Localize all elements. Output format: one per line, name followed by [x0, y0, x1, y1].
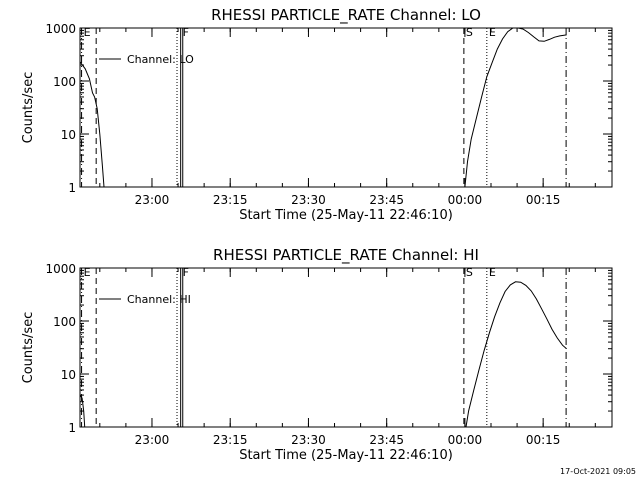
event-marker-label: S	[466, 266, 473, 279]
hi-channel-panel: RHESSI PARTICLE_RATE Channel: HI 1 10 100 10…	[21, 246, 613, 463]
event-marker-label: E	[84, 26, 91, 39]
plot-frame	[79, 267, 613, 428]
chart-title: RHESSI PARTICLE_RATE Channel: LO	[211, 6, 481, 25]
x-axis-label: Start Time (25-May-11 22:46:10)	[239, 208, 453, 223]
x-tick-label: 23:30	[291, 193, 326, 207]
y-tick-label: 100	[53, 75, 76, 89]
event-marker-label: E	[489, 266, 496, 279]
event-marker-label: F	[183, 26, 189, 39]
event-marker-label: F	[183, 266, 189, 279]
chart-title: RHESSI PARTICLE_RATE Channel: HI	[213, 246, 479, 265]
event-marker-label: E	[489, 26, 496, 39]
lo-channel-panel: RHESSI PARTICLE_RATE Channel: LO 1 10 100 10…	[21, 6, 613, 223]
y-axis-label: Counts/sec	[21, 72, 36, 144]
x-tick-label: 23:15	[213, 193, 248, 207]
y-tick-label: 1000	[45, 262, 76, 276]
x-tick-label: 00:00	[448, 193, 483, 207]
x-tick-label: 23:45	[369, 433, 404, 447]
x-tick-label: 00:15	[526, 433, 561, 447]
legend-label: Channel: LO	[127, 53, 194, 66]
series-line	[79, 61, 105, 188]
series-line	[79, 394, 86, 428]
y-axis-label: Counts/sec	[21, 312, 36, 384]
x-tick-label: 23:00	[135, 193, 170, 207]
x-tick-label: 00:00	[448, 433, 483, 447]
x-tick-label: 23:30	[291, 433, 326, 447]
y-tick-label: 10	[61, 128, 76, 142]
y-tick-label: 1000	[45, 22, 76, 36]
footer-timestamp: 17-Oct-2021 09:05	[560, 467, 636, 476]
x-tick-label: 00:15	[526, 193, 561, 207]
y-tick-label: 10	[61, 368, 76, 382]
x-axis-label: Start Time (25-May-11 22:46:10)	[239, 448, 453, 463]
plot-frame	[79, 27, 613, 188]
x-tick-label: 23:00	[135, 433, 170, 447]
y-tick-label: 1	[68, 181, 76, 195]
series-line	[464, 27, 567, 188]
x-tick-label: 23:15	[213, 433, 248, 447]
y-tick-label: 100	[53, 315, 76, 329]
event-marker-label: E	[84, 266, 91, 279]
legend-label: Channel: HI	[127, 293, 191, 306]
y-tick-label: 1	[68, 421, 76, 435]
event-marker-label: S	[466, 26, 473, 39]
x-tick-label: 23:45	[369, 193, 404, 207]
series-line	[465, 281, 567, 428]
